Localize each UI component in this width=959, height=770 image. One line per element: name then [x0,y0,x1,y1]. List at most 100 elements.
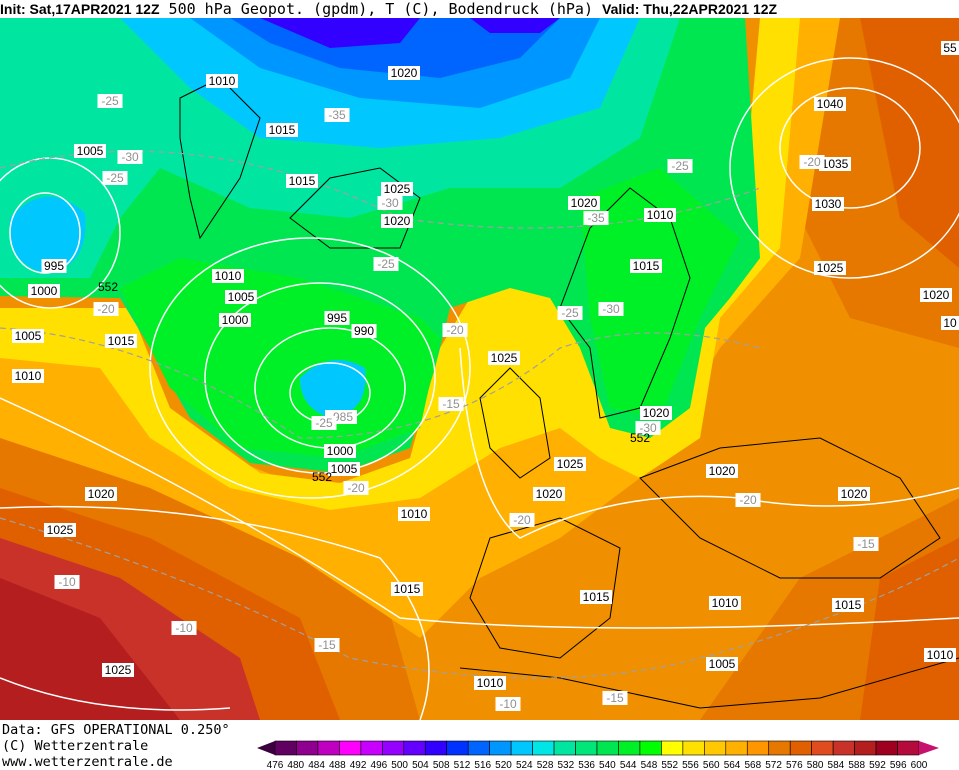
colorbar-tick-label: 560 [703,760,720,770]
colorbar-tick-label: 584 [828,760,845,770]
colorbar-swatch [424,740,448,756]
map-label-text: -25 [106,171,124,185]
colorbar-swatch [510,740,533,756]
colorbar-swatch [489,740,512,756]
temperature-label: -25 [97,94,123,108]
pressure-label: 1015 [286,174,318,188]
colorbar-tick-label: 544 [620,760,637,770]
temperature-label: -30 [117,150,143,164]
colorbar-tick-label: 528 [537,760,554,770]
pressure-label: 1025 [488,351,520,365]
website-link[interactable]: www.wetterzentrale.de [2,754,173,770]
colorbar-tick-label: 500 [391,760,408,770]
map-label-text: 552 [312,470,332,484]
map-label-text: 1005 [77,144,104,158]
map-label-text: 1025 [557,457,584,471]
temperature-label: -25 [311,416,337,430]
colorbar-swatch [768,740,791,756]
temperature-label: -25 [373,257,399,271]
colorbar-tick-label: 484 [308,760,325,770]
pressure-label: 1020 [706,464,738,478]
pressure-label: 1010 [398,507,430,521]
colorbar: 476 480 484 488 492 496 500 504 508 512 516 520 524 5… [257,740,939,770]
colorbar-swatch [403,740,426,756]
map-label-text: 1000 [222,313,249,327]
pressure-label: 1020 [640,406,672,420]
map-label-text: 1020 [384,214,411,228]
colorbar-over-arrow [919,741,939,755]
map-label-text: 1000 [31,284,58,298]
colorbar-tick-label: 512 [454,760,471,770]
colorbar-swatch [661,740,684,756]
pressure-label: 1025 [44,523,76,537]
colorbar-tick-label: 568 [744,760,761,770]
colorbar-swatch [832,740,855,756]
colorbar-swatch [725,740,748,756]
map-label-text: 1025 [384,182,411,196]
pressure-label: 1015 [105,334,137,348]
temperature-label: -10 [171,621,197,635]
colorbar-tick-label: 496 [371,760,388,770]
pressure-label: 1025 [381,182,413,196]
map-label-text: -20 [513,513,531,527]
pressure-label: 1005 [706,657,738,671]
temperature-label: -15 [602,691,628,705]
temperature-label: -25 [557,306,583,320]
map-label-text: 55 [943,41,957,55]
temperature-label: -20 [343,481,369,495]
temperature-label: -35 [324,108,350,122]
map-header: Init: Sat,17APR2021 12Z 500 hPa Geopot. … [0,0,959,18]
init-time: Init: Sat,17APR2021 12Z [0,1,160,17]
map-label-text: -25 [671,159,689,173]
map-label-text: 1010 [712,596,739,610]
map-label-text: -15 [857,537,875,551]
temperature-label: -10 [54,575,80,589]
colorbar-tick-label: 492 [350,760,367,770]
map-label-text: -25 [561,306,579,320]
temperature-label: -20 [735,493,761,507]
temperature-label: -35 [583,211,609,225]
pressure-label: 990 [351,324,377,338]
colorbar-swatch [339,740,362,756]
colorbar-swatch [875,740,898,756]
map-label-text: -25 [315,416,333,430]
map-label-text: -10 [499,697,517,711]
weather-map: 1010 1020 1040 1035 1030 1025 1020 10 -25 1015 -35… [0,18,959,720]
colorbar-tick-label: 596 [890,760,907,770]
colorbar-swatch [618,740,641,756]
map-label-text: -20 [347,481,365,495]
colorbar-swatch [746,740,770,756]
map-label-text: 1005 [15,329,42,343]
colorbar-tick-label: 572 [765,760,782,770]
colorbar-tick-label: 564 [724,760,741,770]
data-source: Data: GFS OPERATIONAL 0.250° [2,722,230,738]
temperature-label: -30 [377,196,403,210]
temperature-label: -15 [314,638,340,652]
pressure-label: 1005 [12,329,44,343]
pressure-label: 1015 [580,590,612,604]
pressure-label: 1025 [554,457,586,471]
pressure-label: 1010 [12,369,44,383]
pressure-label: 1010 [924,648,956,662]
orange-dark-region [0,18,959,720]
map-label-text: -30 [381,196,399,210]
pressure-label: 1020 [920,288,952,302]
colorbar-swatch [897,740,920,756]
colorbar-tick-label: 516 [474,760,491,770]
darkest-red-region [0,578,180,720]
colorbar-under-arrow [257,741,275,755]
map-label-text: 1010 [477,676,504,690]
colorbar-swatch [854,740,877,756]
colorbar-swatch [467,740,490,756]
temperature-label: -20 [442,323,468,337]
temperature-label: -20 [509,513,535,527]
colorbar-swatch [317,740,340,756]
colorbar-swatch [446,740,469,756]
colorbar-tick-label: 588 [848,760,865,770]
pressure-label: 1015 [391,582,423,596]
pressure-label: 1015 [630,259,662,273]
map-labels: 1010 1020 1040 1035 1030 1025 1020 10 -25 1015 -35… [12,41,959,711]
colorbar-tick-label: 576 [786,760,803,770]
colorbar-tick-label: 504 [412,760,429,770]
map-label-text: 1010 [209,74,236,88]
